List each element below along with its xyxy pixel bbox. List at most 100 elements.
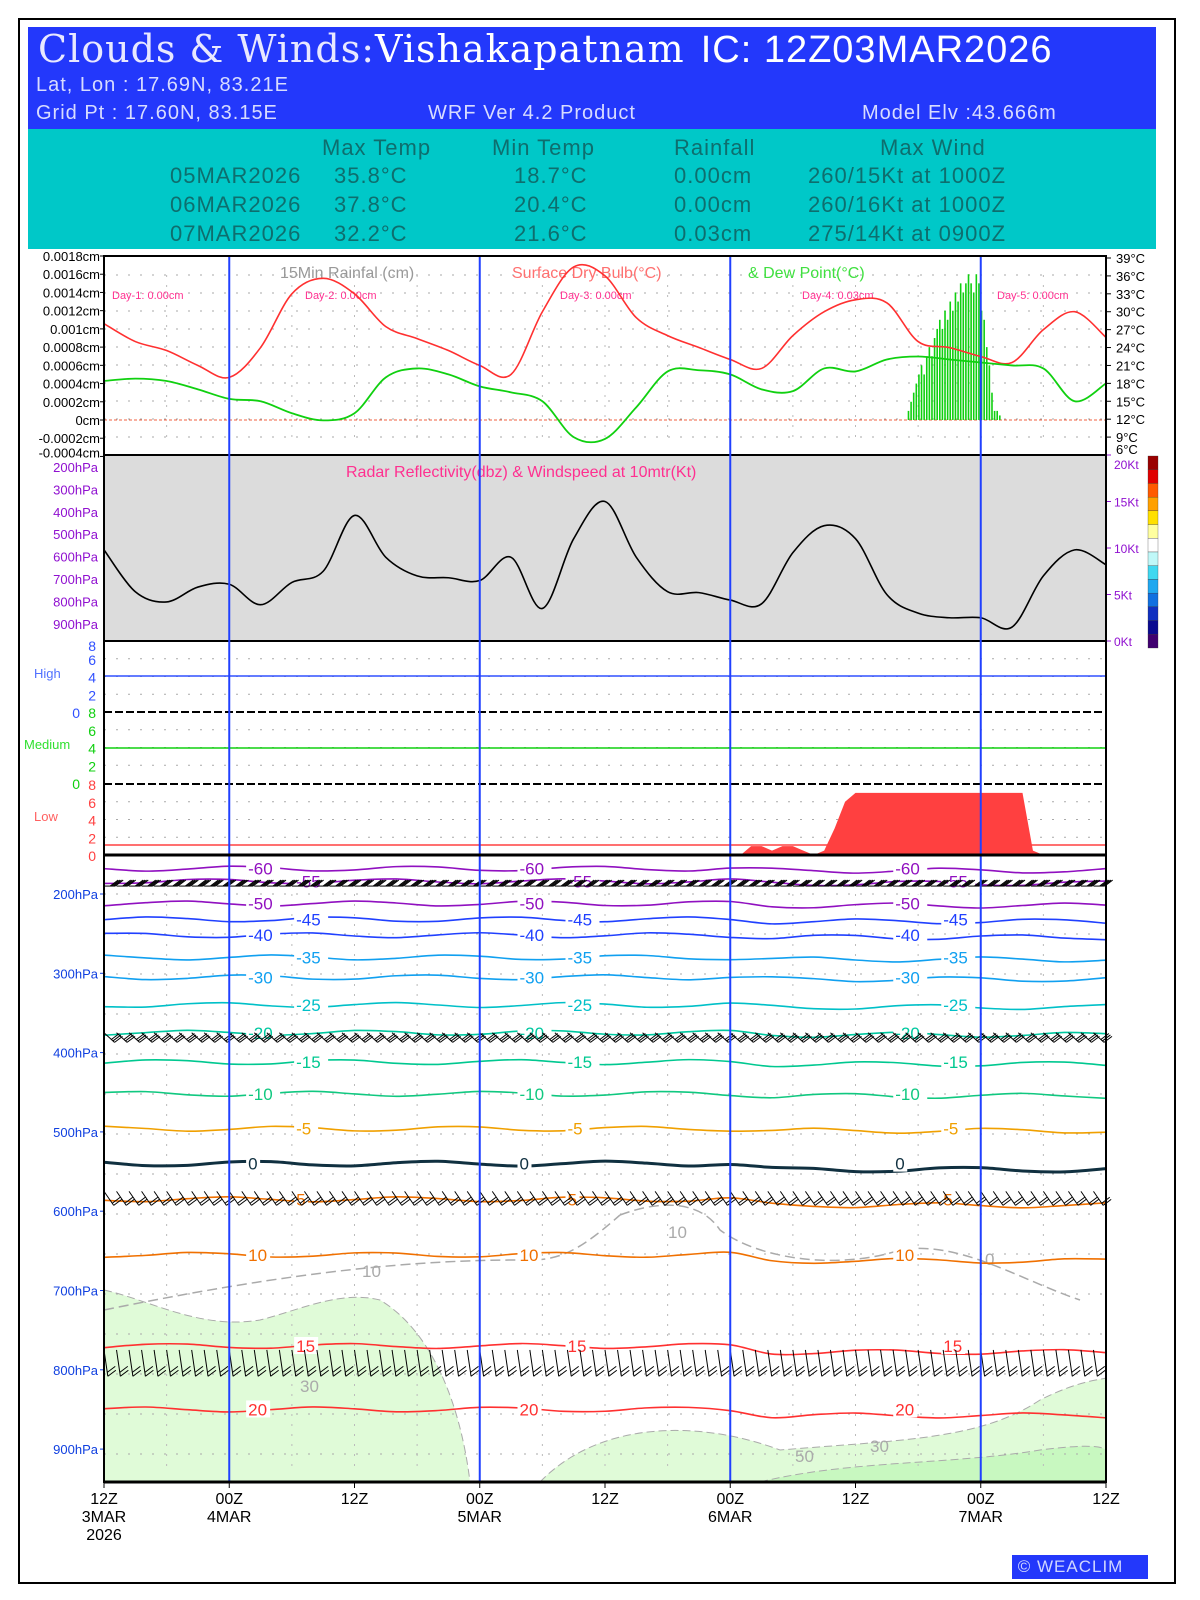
wind-barb-feather [1083,1365,1093,1373]
wind-barb-feather [499,879,509,887]
isotherm-label: -30 [895,968,920,987]
isotherm-label: 10 [895,1246,914,1265]
wind-barb-feather [595,1365,605,1373]
pressure-tick: 600hPa [53,1204,99,1219]
temp-axis-tick: 9°C [1116,430,1138,445]
wind-barb-feather [324,879,334,887]
octa-tick: 6 [88,652,96,668]
isotherm-label-bg [294,1119,319,1137]
wind-barb-feather [964,879,974,887]
wind-barb-feather [282,1369,292,1377]
summary-wind: 275/14Kt at 0900Z [808,221,1007,246]
wind-barb [103,1032,115,1043]
wind-barb-feather [315,879,324,887]
wind-barb-feather [664,1198,674,1206]
wind-barb-feather [675,879,684,887]
wind-barb-feather [688,1196,697,1204]
wind-barb-feather [460,879,470,887]
wind-barb-feather [908,1365,918,1373]
wind-barb-feather [663,1196,672,1204]
wind-barb-feather [1102,1198,1112,1206]
wind-barb-feather [733,1365,742,1373]
wind-barb-feather [215,879,224,887]
wind-barb-feather [125,879,135,887]
isotherm-label: -50 [895,895,920,914]
wind-barb-feather [245,1369,254,1377]
rain-bar [946,319,949,420]
wind-barb-feather [185,879,194,887]
wind-barb-feather [507,1365,517,1373]
rain-bar [928,347,931,420]
rain-bar [967,274,970,420]
rh-label: 0 [985,1250,994,1269]
wind-barb-feather [288,1198,298,1206]
rain-axis-tick: -0.0004cm [39,445,100,460]
wind-barb-feather [1100,1033,1110,1040]
wind-barb-feather [808,1365,817,1373]
lat-lon: Lat, Lon : 17.69N, 83.21E [36,74,289,96]
wind-barb-feather [965,1198,974,1206]
wind-barb-feather [249,1196,259,1204]
wind-barb-feather [512,879,521,887]
summary-date: 06MAR2026 [170,192,302,217]
isotherm-line [103,1406,1107,1419]
wind-barb-feather [453,879,462,887]
summary-header: Rainfall [674,135,756,160]
wind-barb-feather [745,1365,755,1373]
temp-axis-tick: 18°C [1116,376,1145,391]
wind-barb-feather [777,1198,786,1206]
daily-summary: Max Temp Min Temp Rainfall Max Wind 05MA… [28,129,1156,249]
wind-barb-feather [988,879,997,887]
wind-barb [1093,1032,1105,1043]
wind-barb-feather [607,1365,617,1373]
wind-barb-feather [988,1196,998,1204]
rain-bar [999,415,1001,420]
wind-barb-feather [1021,1369,1031,1377]
wind-barb-feather [990,1198,999,1206]
wind-barb-feather [149,1196,159,1204]
wind-barb-feather [370,1369,380,1377]
wind-barb-feather [262,1196,271,1204]
isotherm-label: -35 [568,948,593,967]
wind-barb-feather [376,1198,386,1206]
wind-barb-feather [733,1369,743,1377]
rain-axis-tick: 0.0018cm [43,249,100,264]
wind-barb-feather [926,1196,935,1204]
wind-barb-feather [458,1369,467,1377]
isotherm-label: -15 [943,1053,968,1072]
wind-barb-feather [683,1365,692,1373]
isotherm-label-bg [565,996,600,1014]
wind-barb-feather [913,879,922,887]
rain-bar [959,283,962,420]
isotherm-label-bg [893,926,928,944]
wind-barb-feather [109,879,119,887]
wind-barb-feather [711,879,720,887]
wind-barb-feather [326,1198,335,1206]
wind-barb [830,1032,842,1043]
wind-barb-feather [802,1198,811,1206]
isotherm-label-bg [893,1023,928,1041]
wind-barb-feather [550,1196,559,1204]
isotherm-label-bg [565,910,600,928]
wind-barb-feather [415,879,425,887]
wind-barb-feather [966,879,976,887]
wind-barb-feather [825,1196,835,1204]
wind-barb-feather [971,1369,981,1377]
wind-barb [491,1032,504,1043]
wind-barb-feather [514,879,523,887]
wind-barb-feather [650,1196,660,1204]
rain-bar [936,328,938,420]
wind-barb-feather [335,879,344,887]
rh-label: 10 [362,1262,381,1281]
wind-barb [391,1032,403,1043]
wind-barb [654,1032,666,1043]
wind-barb-feather [319,1365,329,1373]
rain-bar [907,410,910,420]
wind-barb-feather [813,1196,822,1204]
time-axis-label: 12Z [341,1491,369,1508]
temp-axis-tick: 27°C [1116,323,1145,338]
wind-barb-feather [714,1198,724,1206]
wind-barb-feather [124,1196,134,1204]
wind-barb-feather [457,1365,467,1373]
wind-barb-feather [311,879,321,887]
